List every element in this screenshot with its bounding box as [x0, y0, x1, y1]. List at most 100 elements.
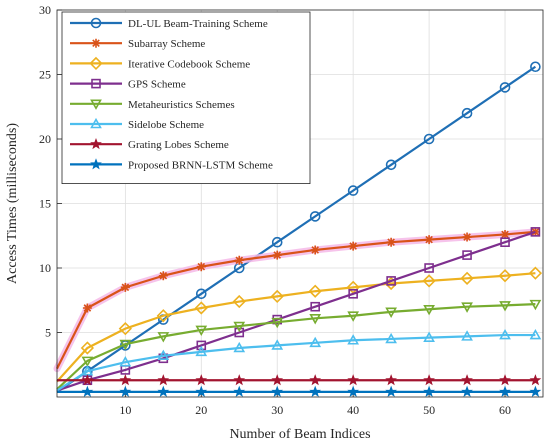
- data-point-marker: [530, 61, 541, 73]
- series-6: [56, 328, 542, 392]
- data-point-marker: [90, 99, 102, 110]
- data-point-marker: [157, 349, 170, 361]
- data-point-marker: [529, 385, 542, 397]
- legend-entry: Iterative Codebook Scheme: [70, 56, 250, 71]
- data-point-marker: [423, 304, 435, 316]
- data-point-marker: [195, 385, 208, 397]
- y-tick-label: 30: [39, 3, 51, 17]
- data-point-marker: [271, 374, 284, 386]
- x-tick-label: 50: [423, 403, 435, 417]
- legend-entry: Metaheuristics Schemes: [70, 99, 235, 111]
- data-point-marker: [347, 334, 360, 345]
- data-point-marker: [385, 159, 397, 171]
- x-tick-label: 20: [195, 403, 207, 417]
- x-axis-ticks: 10 20 30 40 50 60: [119, 392, 511, 417]
- data-point-marker: [156, 309, 170, 323]
- series-2: [53, 227, 540, 373]
- data-point-marker: [500, 229, 510, 239]
- data-point-marker: [89, 56, 103, 71]
- data-point-marker: [271, 317, 284, 329]
- data-point-marker: [271, 339, 284, 350]
- plot-frame: [56, 9, 544, 398]
- data-point-marker: [119, 356, 132, 367]
- x-tick-label: 60: [499, 403, 511, 417]
- data-point-marker: [119, 385, 132, 397]
- data-point-marker: [308, 284, 322, 298]
- data-point-marker: [461, 107, 473, 119]
- data-point-marker: [233, 321, 246, 333]
- data-point-marker: [498, 269, 512, 283]
- series-5: [56, 299, 542, 391]
- data-point-marker: [461, 302, 473, 313]
- data-point-marker: [233, 374, 246, 386]
- legend-entry: Proposed BRNN-LSTM Scheme: [70, 158, 273, 171]
- data-point-marker: [461, 385, 473, 397]
- data-point-marker: [309, 385, 322, 397]
- data-point-marker: [385, 307, 397, 318]
- data-point-marker: [120, 282, 130, 292]
- data-point-marker: [461, 330, 473, 341]
- data-point-marker: [347, 374, 360, 386]
- data-point-marker: [271, 385, 284, 397]
- data-point-marker: [423, 331, 435, 342]
- data-point-marker: [90, 138, 102, 150]
- data-point-marker: [82, 303, 92, 313]
- data-point-marker: [348, 241, 358, 251]
- data-point-marker: [310, 301, 320, 312]
- data-point-marker: [499, 328, 511, 340]
- series-line: [56, 230, 536, 370]
- data-point-marker: [528, 266, 543, 280]
- y-tick-label: 25: [39, 68, 51, 82]
- data-point-marker: [309, 211, 321, 222]
- data-point-marker: [119, 339, 132, 351]
- data-point-marker: [195, 345, 208, 357]
- legend-entry: Grating Lobes Scheme: [70, 138, 229, 151]
- data-point-marker: [385, 374, 397, 386]
- data-point-marker: [423, 385, 435, 397]
- legend-label: Proposed BRNN-LSTM Scheme: [128, 159, 273, 171]
- series-line: [56, 230, 536, 392]
- data-point-marker: [81, 356, 94, 368]
- data-point-marker: [347, 185, 359, 196]
- data-point-marker: [232, 294, 246, 309]
- data-point-marker: [386, 276, 396, 286]
- data-point-marker: [309, 374, 322, 386]
- legend-label: Metaheuristics Schemes: [128, 99, 235, 111]
- data-point-marker: [270, 289, 284, 304]
- data-point-marker: [460, 271, 474, 285]
- data-point-marker: [195, 374, 208, 386]
- legend-entry: DL-UL Beam-Training Scheme: [70, 17, 268, 30]
- x-tick-label: 10: [119, 403, 131, 417]
- data-point-marker: [119, 374, 132, 386]
- data-point-marker: [461, 374, 473, 386]
- legend-label: GPS Scheme: [128, 79, 186, 91]
- data-point-marker: [530, 227, 541, 237]
- data-point-marker: [500, 237, 510, 247]
- data-point-marker: [462, 232, 472, 242]
- data-point-marker: [386, 237, 396, 247]
- legend: DL-UL Beam-Training Scheme Subarray Schem…: [61, 11, 311, 185]
- data-point-marker: [347, 311, 360, 322]
- data-point-marker: [309, 314, 322, 325]
- y-axis-label: Access Times (milliseconds): [5, 123, 20, 284]
- data-point-marker: [234, 327, 245, 338]
- legend-entry: Sidelobe Scheme: [70, 117, 204, 131]
- data-point-marker: [195, 325, 208, 337]
- data-point-marker: [423, 374, 435, 386]
- data-point-marker: [529, 328, 542, 340]
- series-1: [56, 61, 541, 393]
- data-point-marker: [499, 301, 511, 312]
- data-point-marker: [310, 245, 320, 255]
- data-point-marker: [194, 301, 208, 315]
- data-point-marker: [309, 336, 322, 348]
- legend-label: Sidelobe Scheme: [128, 119, 204, 131]
- x-tick-label: 40: [347, 403, 359, 417]
- data-point-marker: [195, 288, 207, 300]
- data-point-marker: [158, 271, 168, 281]
- y-tick-label: 15: [39, 197, 51, 211]
- series-group: [53, 61, 543, 397]
- data-point-marker: [385, 332, 397, 344]
- y-tick-label: 10: [39, 261, 51, 275]
- data-point-marker: [91, 78, 101, 89]
